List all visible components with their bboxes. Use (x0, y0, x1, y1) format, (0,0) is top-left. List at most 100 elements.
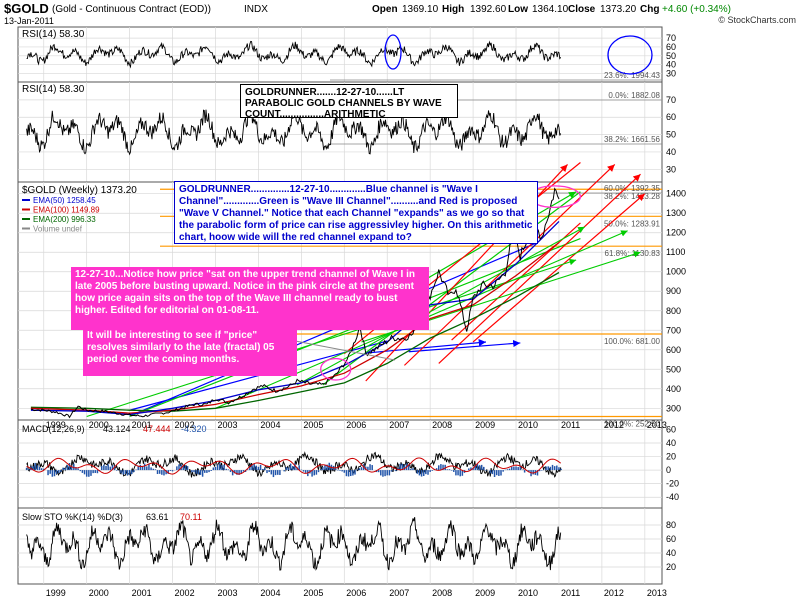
symbol-name: (Gold - Continuous Contract (EOD)) (52, 4, 211, 15)
rsi2-tick-label: 40 (666, 147, 676, 157)
fib-upper-label: 0.0%: 1882.08 (608, 91, 660, 100)
fib-upper-label: 60.0%: 1392.35 (604, 184, 661, 193)
fib-level-label: 100.0%: 252.50 (604, 419, 661, 428)
x-tick-label: 2013 (647, 588, 667, 598)
x-tick-label: 2003 (217, 588, 237, 598)
rsi1-tick-label: 60 (666, 42, 676, 52)
x-tick-label-price: 2005 (303, 420, 323, 430)
macd-title: MACD(12,26,9) (22, 424, 85, 434)
note-fractal-05: It will be interesting to see if "price"… (83, 328, 297, 376)
symbol-title: $GOLD (4, 1, 49, 16)
chg-value: +4.60 (+0.34%) (662, 4, 731, 15)
sto-v1: 63.61 (146, 512, 169, 522)
panel-macd (17, 419, 663, 509)
sto-v2: 70.11 (180, 512, 202, 522)
sto-line (26, 517, 562, 571)
price-tick-label: 1400 (666, 189, 686, 199)
exchange-label: INDX (244, 4, 268, 15)
price-tick-label: 1300 (666, 208, 686, 218)
rsi2-tick-label: 70 (666, 95, 676, 105)
x-tick-label-price: 2013 (647, 420, 667, 430)
x-tick-label-price: 2010 (518, 420, 538, 430)
high-value: 1392.60 (470, 4, 507, 15)
x-tick-label-price: 2006 (346, 420, 366, 430)
x-tick-label: 2007 (389, 588, 409, 598)
macd-line (26, 451, 562, 478)
macd-tick-label: 0 (666, 465, 671, 475)
panel-rsi1 (17, 26, 663, 83)
x-tick-label-price: 1999 (46, 420, 66, 430)
price-tick-label: 700 (666, 325, 681, 335)
open-value: 1369.10 (402, 4, 439, 15)
price-tick-label: 600 (666, 345, 681, 355)
rsi-blue-circle (384, 34, 402, 70)
x-tick-label-price: 2009 (475, 420, 495, 430)
macd-tick-label: 20 (666, 452, 676, 462)
x-tick-label: 2010 (518, 588, 538, 598)
macd-tick-label: -40 (666, 492, 679, 502)
note-late-2005: 12-27-10...Notice how price "sat on the … (71, 267, 429, 330)
x-tick-label: 1999 (46, 588, 66, 598)
macd-v1: 43.124 (103, 424, 131, 434)
x-tick-label: 2008 (432, 588, 452, 598)
ema200-line (30, 271, 560, 412)
price-tick-label: 800 (666, 306, 681, 316)
x-tick-label: 2006 (346, 588, 366, 598)
pink-circle (320, 357, 352, 381)
close-value: 1373.20 (600, 4, 637, 15)
x-tick-label-price: 2008 (432, 420, 452, 430)
price-tick-label: 400 (666, 384, 681, 394)
price-tick-label: 300 (666, 403, 681, 413)
x-tick-label-price: 2011 (561, 420, 580, 430)
rsi2-tick-label: 30 (666, 164, 676, 174)
sto-tick-label: 20 (666, 562, 676, 572)
low-value: 1364.10 (532, 4, 569, 15)
price-tick-label: 900 (666, 286, 681, 296)
pointer-line (289, 339, 396, 361)
x-tick-label: 2001 (132, 588, 152, 598)
x-tick-label: 2011 (561, 588, 580, 598)
rsi1-line (26, 40, 562, 69)
sto-title: Slow STO %K(14) %D(3) (22, 512, 123, 522)
fib-upper-label: 23.6%: 1994.43 (604, 71, 661, 80)
price-tick-label: 500 (666, 364, 681, 374)
rsi2-tick-label: 50 (666, 130, 676, 140)
x-tick-label-price: 2001 (132, 420, 152, 430)
x-tick-label-price: 2000 (89, 420, 109, 430)
macd-tick-label: -20 (666, 479, 679, 489)
quote-date: 13-Jan-2011 (4, 16, 54, 26)
open-label: Open (372, 4, 398, 15)
note-goldrunner-channels: GOLDRUNNER.......12-27-10......LT PARABO… (240, 84, 458, 120)
legend-entry: EMA(100) 1149.89 (33, 206, 100, 215)
macd-tick-label: 40 (666, 438, 676, 448)
x-tick-label: 2012 (604, 588, 624, 598)
x-tick-label: 2000 (89, 588, 109, 598)
green-channel-arrow (296, 226, 585, 386)
x-tick-label-price: 2012 (604, 420, 624, 430)
price-tick-label: 1000 (666, 267, 686, 277)
macd-tick-label: 60 (666, 424, 676, 434)
low-label: Low (508, 4, 528, 15)
fib-level-label: 38.2%: 1423.28 (604, 192, 661, 201)
x-tick-label-price: 2004 (260, 420, 280, 430)
sto-tick-label: 60 (666, 534, 676, 544)
fib-level-label: 100.0%: 681.00 (604, 337, 661, 346)
channel-arrow-0 (408, 339, 521, 353)
price-panel-title: $GOLD (Weekly) 1373.20 (22, 185, 137, 196)
price-line (30, 187, 560, 419)
sto-tick-label: 80 (666, 520, 676, 530)
macd-v2: 47.444 (143, 424, 171, 434)
legend-entry: EMA(50) 1258.45 (33, 196, 96, 205)
x-tick-label-price: 2007 (389, 420, 409, 430)
rsi1-tick-label: 40 (666, 60, 676, 70)
rsi1-tick-label: 30 (666, 69, 676, 79)
rsi-title: RSI(14) 58.30 (22, 84, 85, 95)
legend-entry: EMA(200) 996.33 (33, 215, 96, 224)
x-tick-label: 2004 (260, 588, 280, 598)
rsi1-tick-label: 50 (666, 51, 676, 61)
rsi-title: RSI(14) 58.30 (22, 29, 85, 40)
x-tick-label: 2005 (303, 588, 323, 598)
sto-tick-label: 40 (666, 548, 676, 558)
price-tick-label: 1100 (666, 247, 685, 257)
